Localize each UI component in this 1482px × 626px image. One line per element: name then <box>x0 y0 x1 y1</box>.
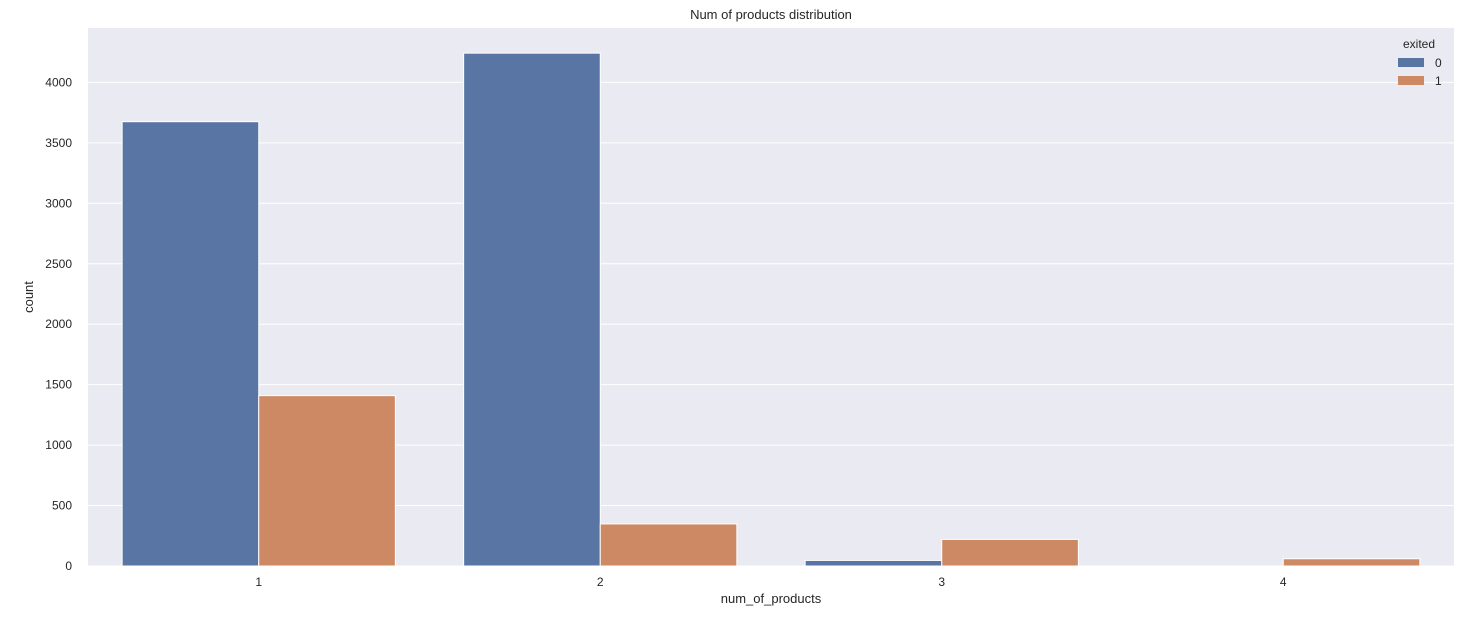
y-tick-label: 4000 <box>45 75 72 89</box>
bar-1-series-1 <box>258 395 396 567</box>
x-tick-label: 2 <box>597 575 604 589</box>
x-axis-ticks: 1 2 3 4 <box>255 575 1287 589</box>
bar-2-series-1 <box>599 523 738 567</box>
legend-swatch-1 <box>1398 76 1424 85</box>
y-tick-label: 1000 <box>45 438 72 452</box>
bar-3-series-0 <box>804 559 943 567</box>
y-tick-label: 500 <box>52 499 72 513</box>
x-axis-label: num_of_products <box>721 591 822 606</box>
legend-label-1: 1 <box>1435 74 1442 88</box>
x-tick-label: 4 <box>1280 575 1287 589</box>
y-tick-label: 3000 <box>45 196 72 210</box>
bars <box>121 52 1421 567</box>
bar-4-series-1 <box>1282 558 1421 567</box>
y-tick-label: 2000 <box>45 317 72 331</box>
y-tick-label: 0 <box>65 559 72 573</box>
y-axis-ticks: 0 500 1000 1500 2000 2500 3000 3500 4000 <box>45 75 72 573</box>
y-tick-label: 3500 <box>45 136 72 150</box>
y-tick-label: 2500 <box>45 257 72 271</box>
x-tick-label: 1 <box>255 575 262 589</box>
legend: exited 0 1 <box>1398 37 1442 88</box>
bar-3-series-1 <box>941 538 1079 567</box>
legend-title: exited <box>1403 37 1435 51</box>
y-axis-label: count <box>21 281 36 313</box>
legend-label-0: 0 <box>1435 56 1442 70</box>
chart-title: Num of products distribution <box>690 7 852 22</box>
y-tick-label: 1500 <box>45 378 72 392</box>
legend-swatch-0 <box>1398 58 1424 67</box>
bar-2-series-0 <box>463 52 601 567</box>
bar-1-series-0 <box>121 121 260 567</box>
x-tick-label: 3 <box>938 575 945 589</box>
